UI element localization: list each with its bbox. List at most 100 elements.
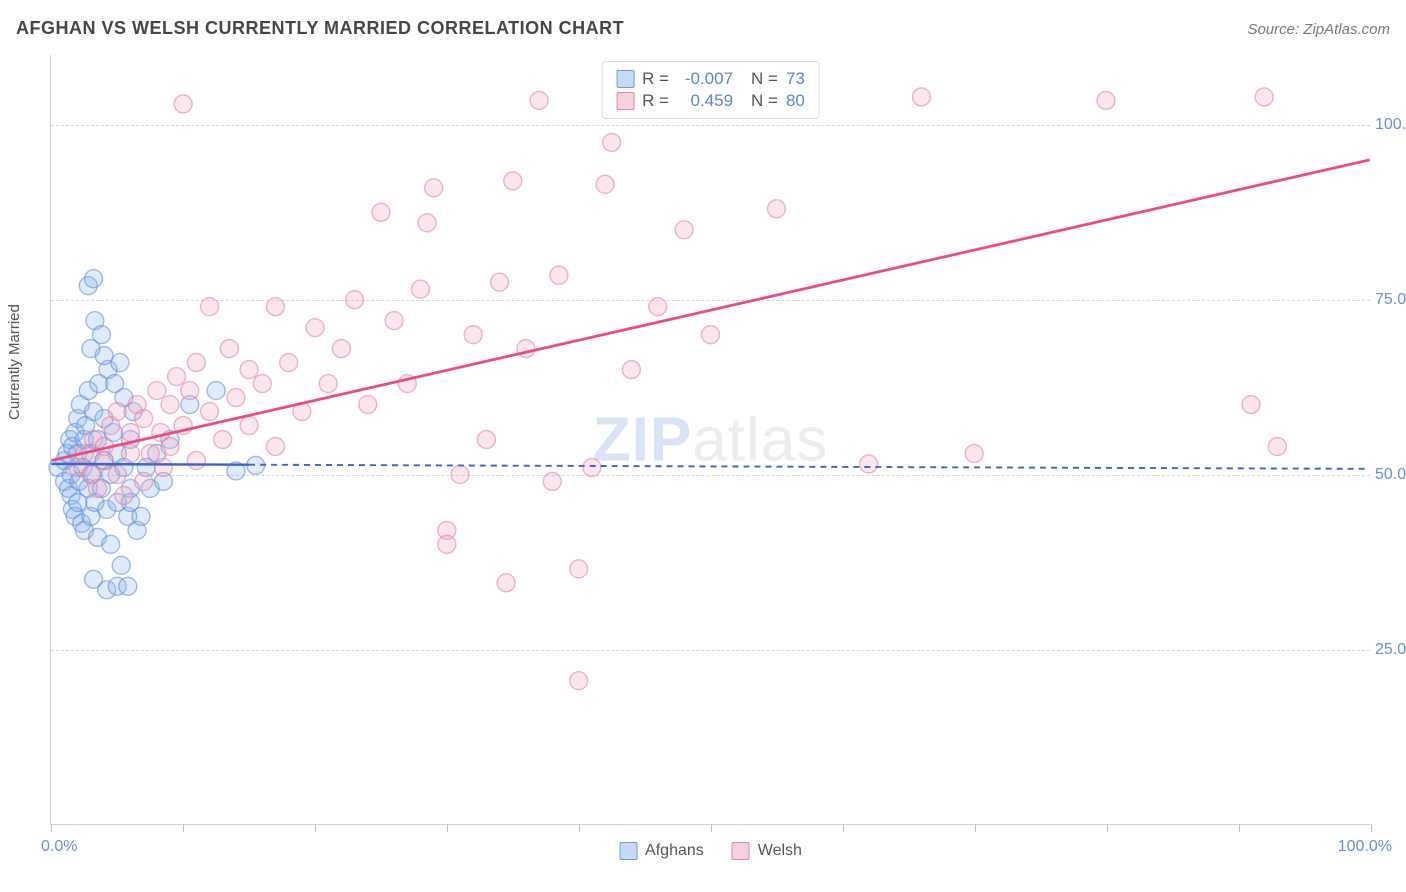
data-point — [161, 396, 179, 414]
data-point — [121, 444, 139, 462]
x-tick — [315, 824, 316, 832]
data-point — [497, 574, 515, 592]
data-point — [451, 465, 469, 483]
y-tick-label: 50.0% — [1375, 466, 1406, 484]
data-point — [181, 382, 199, 400]
data-point — [372, 203, 390, 221]
data-point — [530, 91, 548, 109]
data-point — [141, 444, 159, 462]
data-point — [702, 326, 720, 344]
x-tick — [51, 824, 52, 832]
data-point — [108, 465, 126, 483]
data-point — [174, 95, 192, 113]
data-point — [385, 312, 403, 330]
legend-n-label: N = — [751, 69, 778, 89]
data-point — [201, 298, 219, 316]
y-tick-label: 25.0% — [1375, 641, 1406, 659]
data-point — [411, 280, 429, 298]
x-axis-max: 100.0% — [1338, 838, 1392, 856]
trend-line — [51, 464, 249, 465]
legend-r-label: R = — [642, 69, 669, 89]
data-point — [266, 438, 284, 456]
data-point — [85, 270, 103, 288]
data-point — [438, 535, 456, 553]
data-point — [135, 410, 153, 428]
data-point — [1242, 396, 1260, 414]
data-point — [464, 326, 482, 344]
x-tick — [711, 824, 712, 832]
data-point — [161, 438, 179, 456]
data-point — [92, 326, 110, 344]
data-point — [649, 298, 667, 316]
legend-r-label: R = — [642, 91, 669, 111]
data-point — [306, 319, 324, 337]
data-point — [622, 361, 640, 379]
y-tick-label: 75.0% — [1375, 291, 1406, 309]
data-point — [220, 340, 238, 358]
data-point — [550, 266, 568, 284]
y-axis-label: Currently Married — [6, 304, 23, 420]
data-point — [603, 133, 621, 151]
data-point — [253, 375, 271, 393]
x-tick — [1239, 824, 1240, 832]
data-point — [121, 424, 139, 442]
legend-n-value: 80 — [786, 91, 805, 111]
data-point — [1268, 438, 1286, 456]
data-point — [266, 298, 284, 316]
data-point — [108, 403, 126, 421]
data-point — [112, 556, 130, 574]
chart-title: AFGHAN VS WELSH CURRENTLY MARRIED CORREL… — [16, 18, 624, 39]
trend-line-extrapolated — [249, 465, 1370, 469]
data-point — [359, 396, 377, 414]
data-point — [319, 375, 337, 393]
y-tick-label: 100.0% — [1375, 116, 1406, 134]
legend-label: Afghans — [645, 842, 704, 860]
data-point — [570, 560, 588, 578]
legend-stats-row: R = 0.459 N = 80 — [616, 90, 805, 112]
data-point — [596, 175, 614, 193]
legend-item: Afghans — [619, 842, 704, 860]
data-point — [570, 672, 588, 690]
data-point — [227, 389, 245, 407]
x-tick — [1107, 824, 1108, 832]
data-point — [425, 179, 443, 197]
data-point — [154, 458, 172, 476]
data-point — [504, 172, 522, 190]
legend-bottom: Afghans Welsh — [619, 842, 802, 860]
chart-source: Source: ZipAtlas.com — [1247, 21, 1390, 38]
data-point — [346, 291, 364, 309]
data-point — [201, 403, 219, 421]
data-point — [543, 472, 561, 490]
data-point — [1097, 91, 1115, 109]
x-axis-origin: 0.0% — [41, 838, 77, 856]
x-tick — [579, 824, 580, 832]
data-point — [418, 214, 436, 232]
x-tick — [183, 824, 184, 832]
data-point — [132, 507, 150, 525]
legend-r-value: 0.459 — [677, 91, 733, 111]
data-point — [187, 451, 205, 469]
data-point — [332, 340, 350, 358]
x-tick — [843, 824, 844, 832]
data-point — [912, 88, 930, 106]
legend-n-value: 73 — [786, 69, 805, 89]
data-point — [148, 382, 166, 400]
data-point — [1255, 88, 1273, 106]
data-point — [860, 455, 878, 473]
trend-line — [51, 160, 1369, 461]
data-point — [115, 486, 133, 504]
x-tick — [1371, 824, 1372, 832]
legend-swatch-icon — [616, 92, 634, 110]
legend-stats: R = -0.007 N = 73 R = 0.459 N = 80 — [601, 61, 820, 119]
legend-r-value: -0.007 — [677, 69, 733, 89]
legend-n-label: N = — [751, 91, 778, 111]
data-point — [207, 382, 225, 400]
data-point — [95, 451, 113, 469]
plot-area: ZIPatlas R = -0.007 N = 73 R = 0.459 N =… — [50, 55, 1370, 825]
data-point — [168, 368, 186, 386]
data-point — [240, 361, 258, 379]
data-point — [767, 200, 785, 218]
data-point — [119, 577, 137, 595]
x-tick — [975, 824, 976, 832]
chart-svg — [51, 55, 1370, 824]
